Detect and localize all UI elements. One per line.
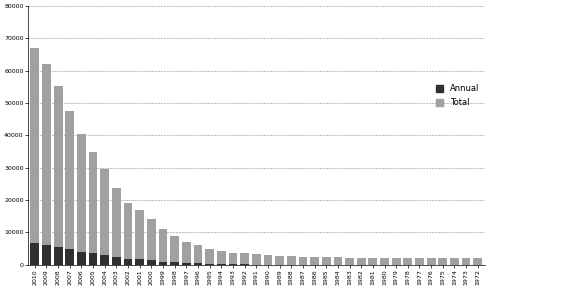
Bar [124,259,133,265]
Bar [170,262,179,265]
Bar [112,188,121,265]
Bar [147,219,156,265]
Bar [101,255,109,265]
Bar [135,259,144,265]
Bar [241,253,249,265]
Bar [241,264,249,265]
Bar [170,236,179,265]
Bar [182,263,191,265]
Bar [380,258,389,265]
Bar [392,258,401,265]
Bar [147,260,156,265]
Bar [310,257,319,265]
Bar [369,258,377,265]
Bar [450,258,459,265]
Bar [158,262,167,265]
Bar [42,245,51,265]
Bar [205,264,214,265]
Bar [42,64,51,265]
Bar [135,210,144,265]
Bar [54,86,62,265]
Bar [438,258,447,265]
Bar [427,258,436,265]
Bar [205,249,214,265]
Legend: Annual, Total: Annual, Total [434,83,481,109]
Bar [182,242,191,265]
Bar [101,169,109,265]
Bar [112,257,121,265]
Bar [322,257,330,265]
Bar [54,247,62,265]
Bar [229,253,237,265]
Bar [158,229,167,265]
Bar [333,257,342,265]
Bar [77,134,86,265]
Bar [229,264,237,265]
Bar [287,256,296,265]
Bar [357,258,366,265]
Bar [77,251,86,265]
Bar [89,152,97,265]
Bar [30,48,39,265]
Bar [252,254,261,265]
Bar [194,264,202,265]
Bar [194,245,202,265]
Bar [275,256,284,265]
Bar [30,243,39,265]
Bar [217,264,226,265]
Bar [124,203,133,265]
Bar [298,257,307,265]
Bar [473,258,482,265]
Bar [217,251,226,265]
Bar [89,253,97,265]
Bar [65,111,74,265]
Bar [462,258,470,265]
Bar [404,258,412,265]
Bar [345,257,354,265]
Bar [65,249,74,265]
Bar [264,255,273,265]
Bar [415,258,424,265]
